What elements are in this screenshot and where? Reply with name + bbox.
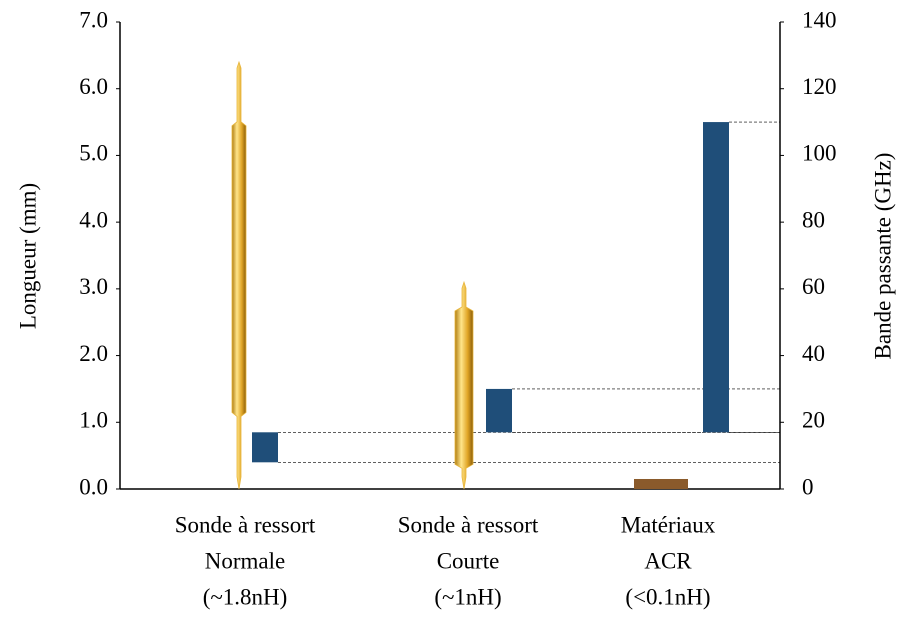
y2-tick-label: 80 <box>802 207 825 232</box>
x-tick-label: Sonde à ressort <box>175 512 316 537</box>
y2-tick-label: 0 <box>802 474 814 499</box>
y-tick-label: 0.0 <box>79 474 108 499</box>
y-tick-label: 5.0 <box>79 141 108 166</box>
x-tick-label: Normale <box>205 548 285 573</box>
y-tick-label: 4.0 <box>79 207 108 232</box>
x-tick-label: (<0.1nH) <box>625 584 710 609</box>
y-tick-label: 1.0 <box>79 408 108 433</box>
probe <box>231 60 247 490</box>
y2-tick-label: 40 <box>802 341 825 366</box>
x-tick-label: (~1.8nH) <box>203 584 288 609</box>
y2-tick-label: 100 <box>802 141 837 166</box>
y-tick-label: 7.0 <box>79 7 108 32</box>
x-tick-label: Courte <box>437 548 500 573</box>
y2-tick-label: 140 <box>802 7 837 32</box>
y-tick-label: 6.0 <box>79 74 108 99</box>
y-tick-label: 2.0 <box>79 341 108 366</box>
x-tick-label: Matériaux <box>621 512 716 537</box>
y2-tick-label: 60 <box>802 274 825 299</box>
x-tick-label: ACR <box>644 548 692 573</box>
y2-tick-label: 20 <box>802 408 825 433</box>
probe <box>454 280 474 490</box>
y-tick-label: 3.0 <box>79 274 108 299</box>
x-tick-label: (~1nH) <box>434 584 501 609</box>
y2-tick-label: 120 <box>802 74 837 99</box>
y2-axis-title: Bande passante (GHz) <box>870 153 895 360</box>
acr-material <box>634 478 688 489</box>
x-tick-label: Sonde à ressort <box>398 512 539 537</box>
bandwidth-bar <box>703 122 729 433</box>
bandwidth-bar <box>252 432 278 463</box>
bandwidth-bar <box>486 388 512 433</box>
y-axis-title: Longueur (mm) <box>15 183 40 329</box>
